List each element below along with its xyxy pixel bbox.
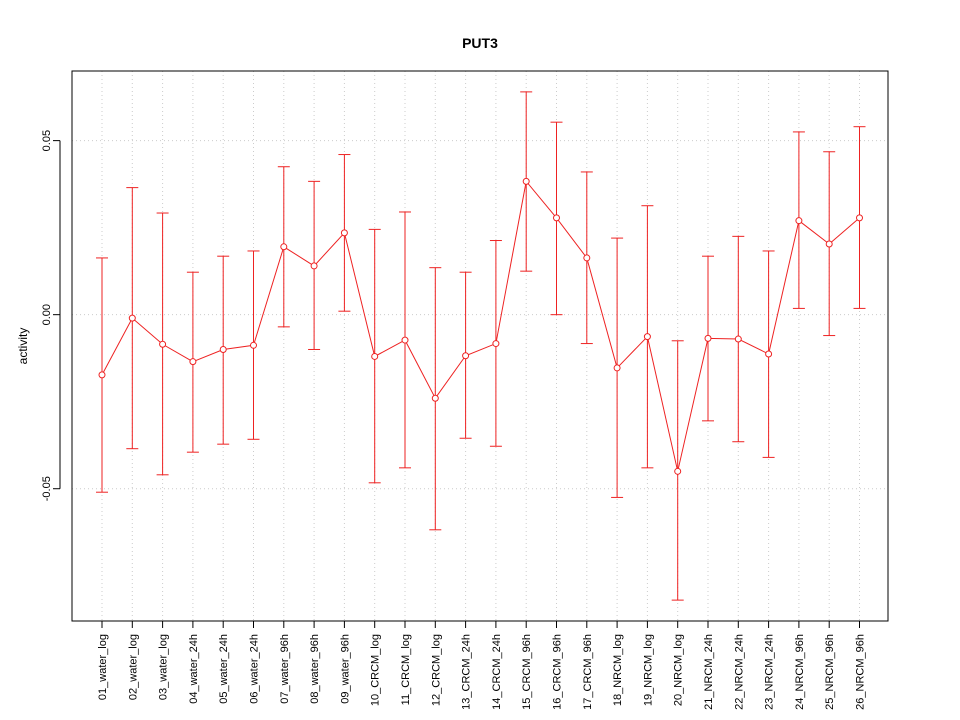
data-series — [96, 91, 866, 601]
data-point — [553, 214, 560, 222]
data-point — [613, 364, 621, 372]
data-point — [128, 314, 136, 322]
x-tick-label: 03_water_log — [158, 634, 170, 700]
x-tick-label: 19_NRCM_log — [642, 634, 654, 706]
data-point — [310, 262, 318, 270]
data-point — [704, 334, 712, 342]
x-tick-label: 07_water_96h — [279, 634, 291, 704]
y-tick-label: 0.05 — [41, 130, 53, 151]
x-tick-label: 10_CRCM_log — [370, 634, 382, 706]
y-tick-label: -0.05 — [41, 476, 53, 501]
data-point — [371, 352, 379, 360]
data-point — [189, 358, 197, 366]
x-tick-label: 18_NRCM_log — [612, 634, 624, 706]
data-point — [583, 254, 591, 262]
data-point — [674, 467, 682, 475]
x-tick-label: 01_water_log — [97, 634, 109, 700]
x-tick-label: 24_NRCM_96h — [794, 634, 806, 710]
data-point — [522, 177, 530, 185]
x-tick-label: 06_water_24h — [249, 634, 261, 704]
y-tick-label: 0.00 — [41, 304, 53, 325]
x-tick-label: 22_NRCM_24h — [733, 634, 745, 710]
y-axis-label: activity — [16, 328, 30, 365]
data-point — [98, 371, 106, 379]
x-tick-label: 17_CRCM_96h — [582, 634, 594, 710]
grid — [72, 71, 888, 621]
x-tick-label: 20_NRCM_log — [673, 634, 685, 706]
x-tick-label: 05_water_24h — [218, 634, 230, 704]
x-tick-label: 12_CRCM_log — [430, 634, 442, 706]
chart-title: PUT3 — [462, 35, 498, 51]
data-point — [159, 340, 167, 348]
data-point — [219, 345, 227, 353]
x-tick-label: 15_CRCM_96h — [521, 634, 533, 710]
data-point — [795, 217, 803, 225]
data-point — [340, 229, 348, 237]
x-tick-label: 11_CRCM_log — [400, 634, 412, 705]
data-point — [462, 352, 470, 360]
data-point — [492, 340, 500, 348]
data-point — [765, 350, 773, 358]
x-tick-label: 14_CRCM_24h — [491, 634, 503, 710]
x-axis: 01_water_log 02_water_log 03_water_log 04_w… — [97, 620, 867, 710]
x-tick-label: 25_NRCM_96h — [824, 634, 836, 710]
data-point — [401, 336, 409, 344]
x-tick-label: 04_water_24h — [188, 634, 200, 704]
x-tick-label: 08_water_96h — [309, 634, 321, 704]
data-point — [280, 243, 288, 251]
x-tick-label: 23_NRCM_24h — [764, 634, 776, 710]
data-point — [856, 214, 863, 222]
plot-area — [71, 70, 889, 622]
series-line — [101, 180, 860, 472]
data-point — [431, 394, 439, 402]
x-tick-label: 26_NRCM_96h — [855, 634, 867, 710]
x-tick-label: 13_CRCM_24h — [461, 634, 473, 710]
data-point — [734, 335, 742, 343]
x-tick-label: 02_water_log — [127, 634, 139, 700]
y-axis: -0.05 0.00 0.05 — [41, 130, 61, 501]
x-tick-label: 09_water_96h — [339, 634, 351, 704]
x-tick-label: 16_CRCM_96h — [552, 634, 564, 710]
data-point — [825, 240, 833, 248]
data-point — [643, 333, 651, 341]
x-tick-label: 21_NRCM_24h — [703, 634, 715, 710]
data-point — [250, 341, 257, 349]
